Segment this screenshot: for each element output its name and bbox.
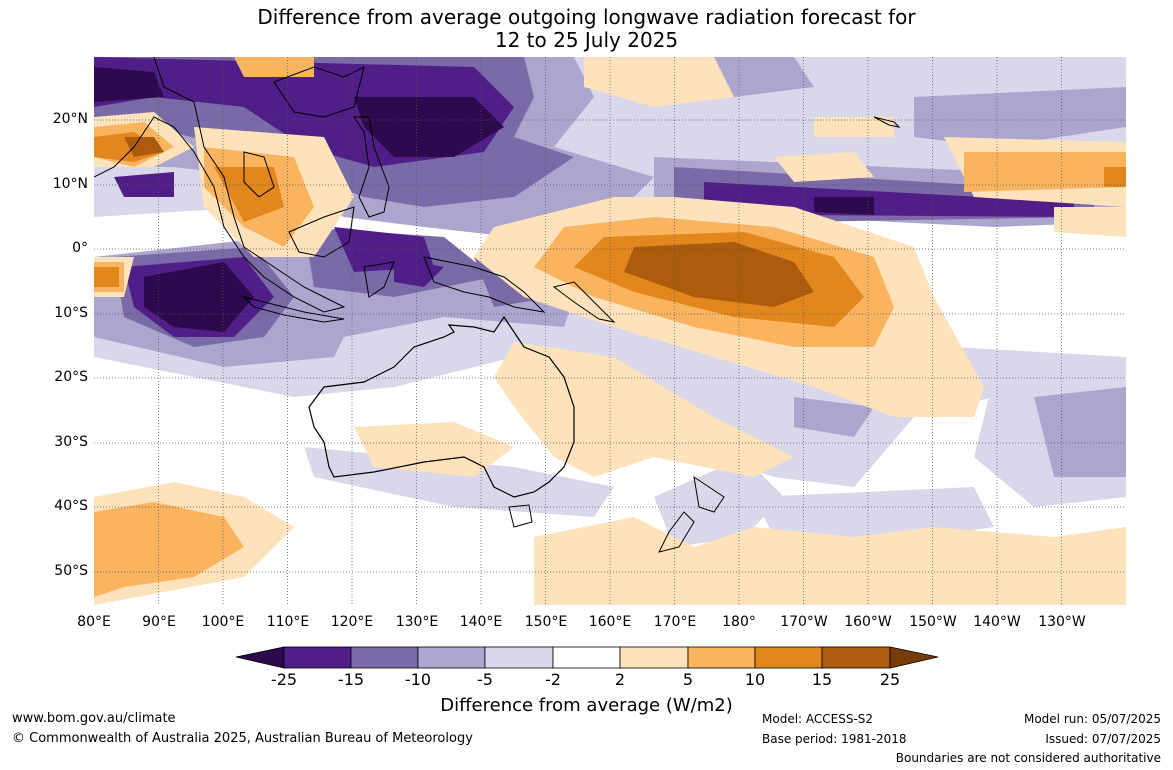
lon-label-120e: 120°E <box>330 614 374 630</box>
colorbar-segment-10-15 <box>754 646 823 669</box>
colorbar-tick: -10 <box>404 670 432 689</box>
olr-anomaly-map <box>94 57 1126 605</box>
colorbar-segment-neg25-neg15 <box>283 646 352 669</box>
footer-model-run: Model run: 05/07/2025 <box>1023 712 1161 726</box>
tasmania-coastline <box>508 504 533 528</box>
footer-base-period: Base period: 1981-2018 <box>762 732 907 746</box>
lon-label-90e: 90°E <box>142 614 176 630</box>
colorbar-segment-neg15-neg10 <box>350 646 419 669</box>
colorbar-segment-5-10 <box>687 646 756 669</box>
lat-label-20n: 20°N <box>52 111 88 127</box>
footer-disclaimer: Boundaries are not considered authoritat… <box>895 751 1161 765</box>
lat-label-10n: 10°N <box>52 176 88 192</box>
colorbar-tick: -15 <box>337 670 365 689</box>
graticule <box>94 57 1126 605</box>
footer-url: www.bom.gov.au/climate <box>12 711 176 726</box>
lat-label-40s: 40°S <box>54 498 88 514</box>
lon-label-100e: 100°E <box>201 614 245 630</box>
footer-model: Model: ACCESS-S2 <box>762 712 874 726</box>
java-coastline <box>242 296 345 323</box>
new-guinea-coastline <box>423 256 546 313</box>
lon-label-150w: 150°W <box>909 614 957 630</box>
colorbar-segment-neg2-2 <box>552 646 621 669</box>
lat-label-0: 0° <box>72 240 88 256</box>
lon-label-180: 180° <box>722 614 756 630</box>
colorbar-segment-neg10-neg5 <box>417 646 486 669</box>
map-title-line-2: 12 to 25 July 2025 <box>494 28 679 52</box>
colorbar-tick: -25 <box>270 670 298 689</box>
lat-label-20s: 20°S <box>54 369 88 385</box>
philippines-coastline <box>353 116 390 218</box>
footer-issued: Issued: 07/07/2025 <box>1045 732 1161 746</box>
colorbar-tick: 15 <box>811 670 833 689</box>
southeast-asia-coastline <box>94 57 346 313</box>
lon-label-170e: 170°E <box>653 614 697 630</box>
lon-label-80e: 80°E <box>77 614 111 630</box>
colorbar-tick: 5 <box>682 670 694 689</box>
lon-label-140e: 140°E <box>459 614 503 630</box>
australia-coastline <box>308 315 575 498</box>
hawaii-coastline <box>873 116 901 128</box>
lon-label-160e: 160°E <box>588 614 632 630</box>
footer-copyright: © Commonwealth of Australia 2025, Austra… <box>12 731 473 746</box>
lat-label-10s: 10°S <box>54 305 88 321</box>
colorbar-segment-2-5 <box>619 646 689 669</box>
colorbar-segment-above-25 <box>889 646 939 669</box>
lon-label-130w: 130°W <box>1038 614 1086 630</box>
colorbar-tick: 25 <box>879 670 901 689</box>
lon-label-140w: 140°W <box>973 614 1021 630</box>
colorbar-tick: -5 <box>477 670 493 689</box>
colorbar-segment-15-25 <box>821 646 891 669</box>
solomon-islands-coastline <box>552 281 616 323</box>
colorbar-segment-neg5-neg2 <box>484 646 554 669</box>
sulawesi-coastline <box>363 261 395 298</box>
colorbar-tick: -2 <box>545 670 561 689</box>
colorbar <box>235 646 939 669</box>
lon-label-160w: 160°W <box>844 614 892 630</box>
new-zealand-coastline <box>658 475 725 553</box>
lon-label-150e: 150°E <box>524 614 568 630</box>
china-coastline <box>273 66 365 118</box>
lon-label-130e: 130°E <box>395 614 439 630</box>
colorbar-segment-below-25 <box>235 646 285 669</box>
colorbar-tick: 2 <box>614 670 626 689</box>
borneo-coastline <box>288 206 355 258</box>
colorbar-title: Difference from average (W/m2) <box>440 695 733 716</box>
indochina-coastline <box>243 151 275 198</box>
olr-anomaly-field <box>94 57 1126 605</box>
lat-label-30s: 30°S <box>54 434 88 450</box>
map-title-line-1: Difference from average outgoing longwav… <box>257 5 916 29</box>
lon-label-110e: 110°E <box>266 614 310 630</box>
lon-label-170w: 170°W <box>780 614 828 630</box>
colorbar-tick: 10 <box>744 670 766 689</box>
lat-label-50s: 50°S <box>54 563 88 579</box>
